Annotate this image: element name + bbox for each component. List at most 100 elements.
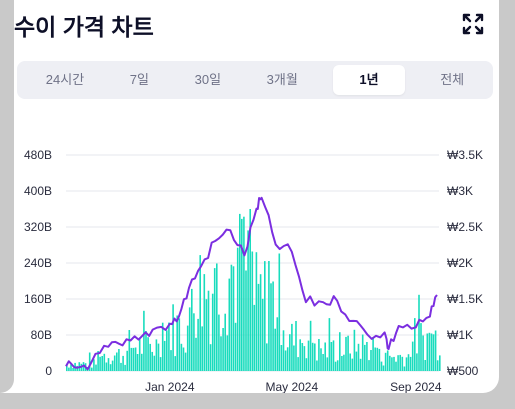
volume-bar (153, 355, 156, 371)
volume-bar (257, 283, 260, 371)
volume-bar (111, 360, 114, 371)
y-right-tick: ₩3K (447, 184, 473, 198)
volume-bar (176, 315, 178, 371)
tab-1y[interactable]: 1년 (333, 65, 405, 95)
tab-3m[interactable]: 3개월 (266, 72, 298, 87)
volume-bar (270, 283, 272, 371)
volume-bar (126, 350, 128, 371)
volume-bar (324, 342, 326, 371)
volume-bar (134, 347, 137, 371)
volume-bar (197, 318, 199, 371)
volume-bar (184, 352, 187, 371)
volume-bar (399, 354, 401, 371)
volume-bar (155, 339, 158, 371)
y-right-tick: ₩2K (447, 256, 473, 270)
volume-bar (341, 356, 343, 371)
volume-bar (236, 247, 239, 371)
volume-bar (149, 343, 151, 371)
volume-bar (130, 347, 133, 371)
volume-bar (280, 345, 283, 371)
volume-bar (122, 355, 124, 371)
volume-bar (393, 356, 395, 371)
volume-bar (330, 342, 333, 371)
x-tick: Jan 2024 (145, 380, 195, 393)
volume-bar (228, 278, 231, 371)
volume-bar (170, 350, 172, 371)
volume-bar (284, 350, 287, 371)
volume-bar (374, 347, 376, 371)
volume-bar (414, 318, 416, 371)
volume-bar (157, 343, 160, 371)
volume-bar (391, 357, 393, 371)
volume-bar (282, 330, 285, 371)
volume-bar (132, 347, 135, 371)
y-left-tick: 480B (24, 148, 52, 162)
volume-bar (145, 331, 147, 371)
y-left-tick: 160B (24, 292, 52, 306)
volume-bar (259, 274, 262, 371)
volume-bar (272, 281, 274, 371)
volume-bar (178, 318, 181, 371)
volume-bar (347, 335, 349, 371)
volume-bar (411, 341, 414, 371)
volume-bar (136, 354, 139, 371)
volume-bar (174, 356, 176, 371)
volume-bar (361, 334, 364, 371)
volume-bar (209, 344, 212, 371)
y-left-tick: 240B (24, 256, 52, 270)
volume-bar (405, 357, 408, 371)
volume-bar (276, 317, 279, 371)
volume-bar (147, 337, 149, 371)
volume-bar (424, 360, 426, 371)
volume-bar (343, 354, 345, 371)
expand-icon[interactable] (462, 13, 484, 35)
volume-bar (345, 336, 347, 371)
volume-bar (143, 310, 145, 371)
tab-all[interactable]: 전체 (440, 72, 465, 87)
time-range-tabs: 24시간 7일 30일 3개월 1년 전체 (17, 61, 493, 99)
volume-bar (234, 322, 237, 371)
volume-bar (161, 322, 164, 371)
y-left-tick: 320B (24, 220, 52, 234)
volume-bar (151, 351, 153, 371)
volume-bar (386, 350, 389, 371)
volume-bar (220, 336, 222, 371)
volume-bar (328, 318, 331, 371)
volume-bar (428, 332, 431, 371)
price-volume-chart[interactable]: 0 80B 160B 240B 320B 400B 480B ₩500 ₩1K ₩1.5K ₩2K ₩… (14, 140, 499, 393)
volume-bar (389, 355, 391, 371)
volume-bar (322, 354, 324, 371)
volume-bar (395, 361, 397, 371)
tab-24h[interactable]: 24시간 (45, 72, 85, 87)
tab-30d[interactable]: 30일 (194, 72, 222, 87)
volume-bar (195, 337, 197, 371)
volume-bars (66, 209, 441, 371)
volume-bar (297, 357, 299, 371)
y-left-tick: 400B (24, 184, 52, 198)
volume-bar (253, 304, 256, 371)
volume-bar (268, 261, 270, 371)
volume-bar (301, 343, 304, 371)
volume-bar (207, 290, 210, 371)
x-tick: Sep 2024 (390, 380, 442, 393)
volume-bar (291, 323, 293, 371)
volume-bar (382, 365, 385, 371)
volume-bar (339, 332, 341, 371)
volume-bar (116, 352, 118, 371)
volume-bar (251, 251, 254, 371)
volume-bar (241, 218, 243, 371)
volume-bar (93, 359, 95, 371)
volume-bar (305, 358, 308, 371)
volume-bar (309, 320, 312, 371)
volume-bar (230, 264, 233, 371)
volume-bar (103, 353, 106, 371)
volume-bar (180, 343, 183, 371)
volume-bar (401, 356, 404, 371)
volume-bar (299, 339, 301, 371)
tab-7d[interactable]: 7일 (129, 72, 149, 87)
volume-bar (247, 230, 249, 371)
volume-bar (416, 353, 418, 371)
volume-bar (105, 362, 108, 371)
volume-bar (203, 274, 206, 371)
volume-bar (357, 343, 360, 371)
